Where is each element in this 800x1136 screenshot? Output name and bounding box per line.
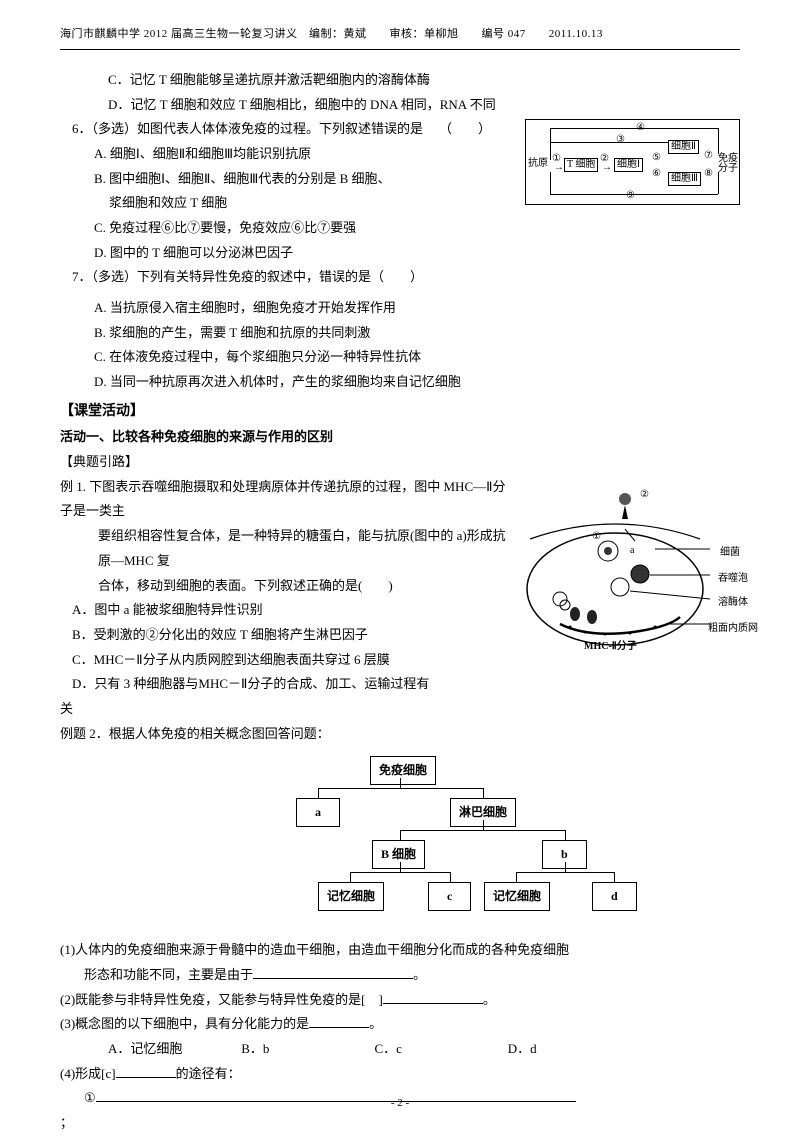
n5: ⑤ <box>652 152 661 164</box>
blank-1[interactable] <box>253 965 413 979</box>
tree-mem2: 记忆细胞 <box>484 882 550 911</box>
blank-4[interactable] <box>116 1064 176 1078</box>
q5-option-c: C．记忆 T 细胞能够呈递抗原并激活靶细胞内的溶酶体酶 <box>60 68 740 93</box>
blank-3[interactable] <box>309 1014 369 1028</box>
q7-option-a: A. 当抗原侵入宿主细胞时，细胞免疫才开始发挥作用 <box>60 296 740 321</box>
q6-option-d: D. 图中的 T 细胞可以分泌淋巴因子 <box>60 241 740 266</box>
svg-text:②: ② <box>640 489 649 500</box>
page-header: 海门市麒麟中学 2012 届高三生物一轮复习讲义 编制：黄斌 审核：单柳旭 编号… <box>60 24 740 50</box>
tree-bcell: B 细胞 <box>372 840 425 869</box>
q7-stem: 7．（多选）下列有关特异性免疫的叙述中，错误的是（ ） <box>60 265 740 290</box>
tree-mem1: 记忆细胞 <box>318 882 384 911</box>
n6: ⑥ <box>652 168 661 180</box>
svg-text:a: a <box>630 545 635 556</box>
class-activity-heading: 【课堂活动】 <box>60 399 740 426</box>
ex2-stem: 例题 2．根据人体免疫的相关概念图回答问题： <box>60 722 740 747</box>
opt-a: A．记忆细胞 <box>108 1037 238 1062</box>
q6-paren: （ ） <box>439 117 491 142</box>
q5-option-d: D．记忆 T 细胞和效应 T 细胞相比，细胞中的 DNA 相同，RNA 不同 <box>60 93 740 118</box>
cell2-box: 细胞Ⅱ <box>668 140 699 154</box>
cell1-box: 细胞Ⅰ <box>614 158 643 172</box>
q6-option-c: C. 免疫过程⑥比⑦要慢，免疫效应⑥比⑦要强 <box>60 216 740 241</box>
ex2-p2-row: (2)既能参与非特异性免疫，又能参与特异性免疫的是[ ]。 <box>60 988 740 1013</box>
phagosome-label: 吞噬泡 <box>718 569 748 588</box>
ex2-p3-options: A．记忆细胞 B．b C．c D．d <box>60 1037 740 1062</box>
opt-c: C．c <box>375 1037 505 1062</box>
example-lead: 【典题引路】 <box>60 450 740 475</box>
tree-d: d <box>592 882 637 911</box>
q6-diagram: 抗原 ① → T 细胞 ② → 细胞Ⅰ ⑤ 细胞Ⅱ 细胞Ⅲ ⑦ ⑧ 免疫分子 ⑥… <box>525 119 740 205</box>
ex1-option-d2: 关 <box>60 697 740 722</box>
antigen-label: 抗原 <box>528 158 548 170</box>
ex1-option-c: C．MHC－Ⅱ分子从内质网腔到达细胞表面共穿过 6 层膜 <box>60 648 740 673</box>
tcell-box: T 细胞 <box>564 158 598 172</box>
ex2-p3-row: (3)概念图的以下细胞中，具有分化能力的是。 <box>60 1012 740 1037</box>
mol-label: 免疫分子 <box>718 154 738 174</box>
bacteria-label: 细菌 <box>720 543 740 562</box>
ex2-p1b-row: 形态和功能不同，主要是由于。 <box>60 963 740 988</box>
opt-b: B．b <box>241 1037 371 1062</box>
tree-root: 免疫细胞 <box>370 756 436 785</box>
ex2-p1a: (1)人体内的免疫细胞来源于骨髓中的造血干细胞，由造血干细胞分化而成的各种免疫细… <box>60 938 740 963</box>
blank-2[interactable] <box>383 990 483 1004</box>
concept-tree: 免疫细胞 a 淋巴细胞 B 细胞 b 记忆细胞 c 记忆细胞 d <box>200 756 600 926</box>
tree-c: c <box>428 882 471 911</box>
n3: ③ <box>616 134 625 146</box>
ex1-diagram: ② ① a 细菌 吞噬泡 溶酶体 粗面内质网 MHC-Ⅱ分子 <box>520 479 740 649</box>
semicolon: ； <box>60 1111 740 1136</box>
cell3-box: 细胞Ⅲ <box>668 172 701 186</box>
svg-text:①: ① <box>592 531 601 542</box>
q7-option-c: C. 在体液免疫过程中，每个浆细胞只分泌一种特异性抗体 <box>60 345 740 370</box>
activity1-title: 活动一、比较各种免疫细胞的来源与作用的区别 <box>60 425 740 450</box>
mhc-label: MHC-Ⅱ分子 <box>584 637 637 656</box>
page-footer: - 2 - <box>0 1093 800 1114</box>
n9: ⑨ <box>626 190 635 202</box>
ex2-p4-row: (4)形成[c]的途径有： <box>60 1062 740 1087</box>
er-label: 粗面内质网 <box>708 619 758 638</box>
n8: ⑧ <box>704 168 713 180</box>
n7: ⑦ <box>704 150 713 162</box>
q7-option-b: B. 浆细胞的产生，需要 T 细胞和抗原的共同刺激 <box>60 321 740 346</box>
q7-option-d: D. 当同一种抗原再次进入机体时，产生的浆细胞均来自记忆细胞 <box>60 370 740 395</box>
ex1-option-d: D．只有 3 种细胞器与MHC－Ⅱ分子的合成、加工、运输过程有 <box>60 672 740 697</box>
lysosome-label: 溶酶体 <box>718 593 748 612</box>
tree-a: a <box>296 798 340 827</box>
opt-d: D．d <box>508 1037 638 1062</box>
